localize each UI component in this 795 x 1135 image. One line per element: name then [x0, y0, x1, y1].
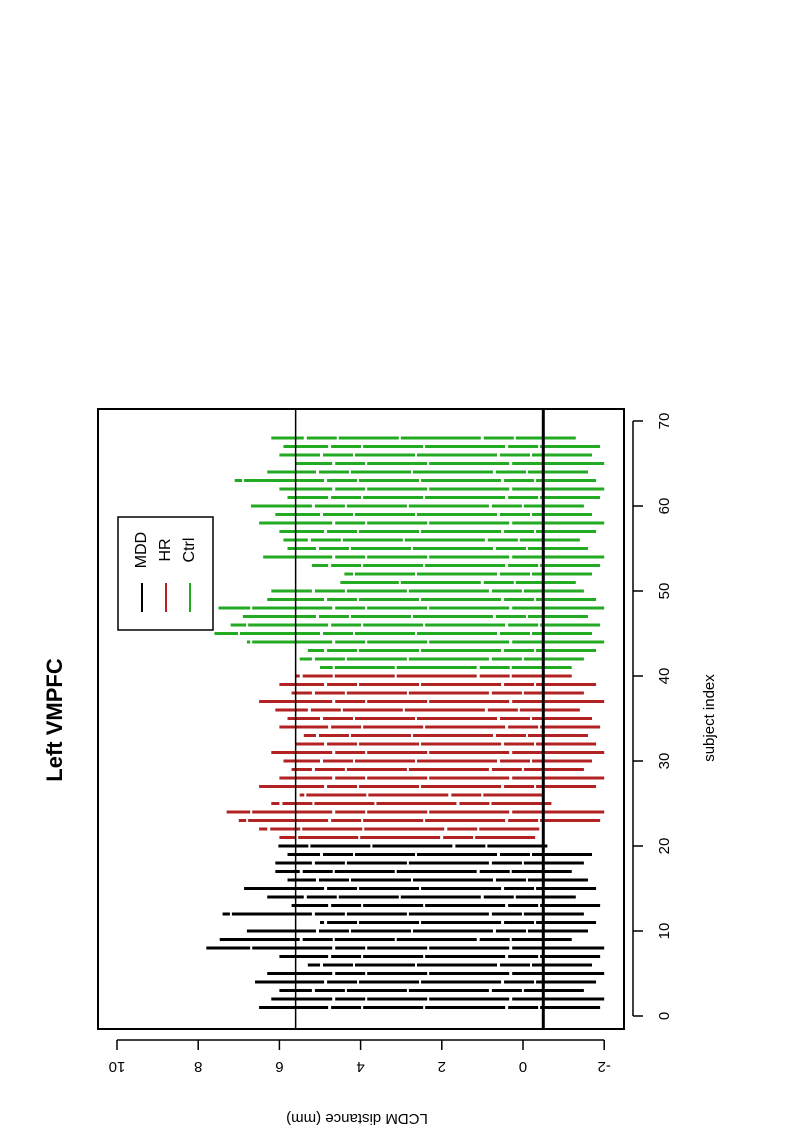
x-tick-label-7: 70: [656, 413, 673, 430]
y-tick-label-0: -2: [598, 1058, 611, 1075]
legend-label-hr: HR: [157, 538, 174, 561]
y-axis-label: LCDM distance (mm): [286, 1110, 428, 1127]
legend-label-ctrl: Ctrl: [181, 538, 198, 563]
x-tick-label-4: 40: [656, 668, 673, 685]
y-tick-label-4: 6: [275, 1058, 283, 1075]
y-tick-label-3: 4: [356, 1058, 364, 1075]
y-tick-label-6: 10: [109, 1058, 126, 1075]
legend: MDD HR Ctrl: [117, 516, 214, 631]
plot-frame: [97, 408, 625, 1030]
legend-label-mdd: MDD: [133, 532, 150, 568]
x-axis-label: subject index: [701, 674, 718, 762]
x-tick-label-2: 20: [656, 838, 673, 855]
y-tick-label-1: 0: [519, 1058, 527, 1075]
x-tick-label-6: 60: [656, 498, 673, 515]
y-tick-label-5: 8: [194, 1058, 202, 1075]
y-axis: -2 0 2 4 6 8 10: [109, 1039, 611, 1075]
chart-title: Left VMPFC: [42, 658, 67, 782]
x-tick-label-3: 30: [656, 753, 673, 770]
reference-lines: [294, 409, 545, 1029]
x-tick-label-1: 10: [656, 923, 673, 940]
y-tick-label-2: 2: [438, 1058, 446, 1075]
x-axis: 0 10 20 30 40 50 60 70: [632, 413, 673, 1020]
x-tick-label-5: 50: [656, 583, 673, 600]
x-tick-label-0: 0: [656, 1012, 673, 1020]
